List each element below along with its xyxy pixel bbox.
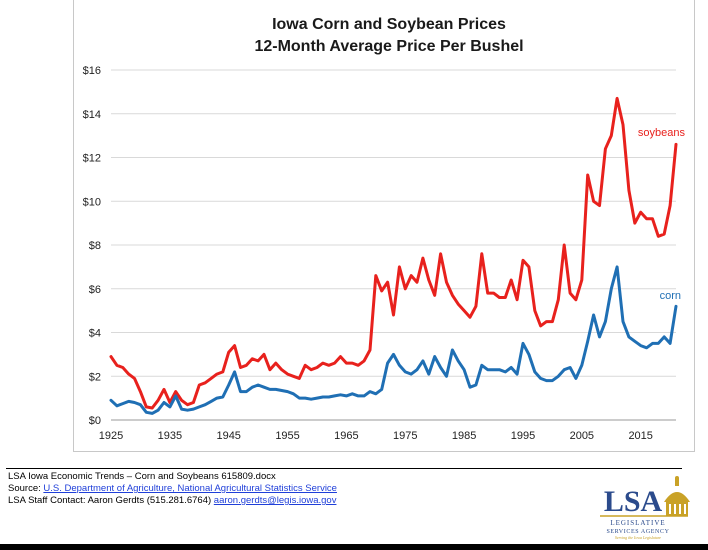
- y-tick-label: $4: [89, 328, 101, 340]
- logo-acronym: LSA: [604, 485, 663, 518]
- footer-divider: [6, 468, 682, 469]
- logo-name-line-1: LEGISLATIVE: [610, 519, 665, 527]
- source-link[interactable]: U.S. Department of Agriculture, National…: [43, 483, 337, 494]
- series-label-corn: corn: [660, 290, 681, 302]
- y-tick-label: $6: [89, 284, 101, 296]
- y-tick-label: $0: [89, 415, 101, 427]
- logo-name-line-2: SERVICES AGENCY: [606, 529, 669, 535]
- x-tick-label: 1955: [275, 430, 299, 442]
- bottom-edge-bar: [0, 544, 708, 550]
- logo-tagline: Serving the Iowa Legislature: [615, 535, 661, 540]
- x-tick-label: 1945: [216, 430, 240, 442]
- x-tick-label: 1935: [158, 430, 182, 442]
- chart-frame: Iowa Corn and Soybean Prices 12-Month Av…: [73, 0, 695, 452]
- contact-prefix: LSA Staff Contact: Aaron Gerdts (515.281…: [8, 495, 214, 506]
- x-tick-label: 2015: [628, 430, 652, 442]
- series-line-soybeans: [109, 96, 678, 410]
- x-tick-label: 1925: [99, 430, 123, 442]
- footer: LSA Iowa Economic Trends – Corn and Soyb…: [8, 471, 337, 507]
- x-tick-label: 1975: [393, 430, 417, 442]
- chart-title-line-1: Iowa Corn and Soybean Prices: [272, 16, 506, 33]
- y-tick-label: $10: [83, 196, 101, 208]
- footer-source-line: Source: U.S. Department of Agriculture, …: [8, 483, 337, 495]
- line-chart: Iowa Corn and Soybean Prices 12-Month Av…: [83, 16, 686, 442]
- y-tick-label: $2: [89, 371, 101, 383]
- gridlines: [111, 69, 676, 421]
- chart-title-line-2: 12-Month Average Price Per Bushel: [254, 38, 523, 55]
- x-tick-label: 1995: [511, 430, 535, 442]
- series-line-corn: [109, 265, 678, 415]
- footer-contact-line: LSA Staff Contact: Aaron Gerdts (515.281…: [8, 495, 337, 507]
- capitol-dome-icon: [664, 476, 690, 516]
- contact-email-link[interactable]: aaron.gerdts@legis.iowa.gov: [213, 495, 337, 506]
- footer-document-line: LSA Iowa Economic Trends – Corn and Soyb…: [8, 471, 276, 482]
- y-tick-label: $16: [83, 65, 101, 77]
- y-tick-label: $12: [83, 153, 101, 165]
- series-label-soybeans: soybeans: [638, 127, 686, 139]
- lsa-logo: LSA LEGISLATIVE SERVICES AGENCY Serving …: [600, 476, 690, 540]
- x-tick-label: 1965: [334, 430, 358, 442]
- series-lines: [109, 96, 678, 415]
- x-tick-label: 1985: [452, 430, 476, 442]
- y-axis-ticks: $0 $2 $4 $6 $8 $10 $12 $14 $16: [83, 65, 101, 427]
- x-axis-ticks: 1925 1935 1945 1955 1965 1975 1985 1995 2005 2015: [99, 430, 653, 442]
- x-tick-label: 2005: [570, 430, 594, 442]
- y-tick-label: $8: [89, 240, 101, 252]
- source-prefix: Source:: [8, 483, 44, 494]
- y-tick-label: $14: [83, 109, 101, 121]
